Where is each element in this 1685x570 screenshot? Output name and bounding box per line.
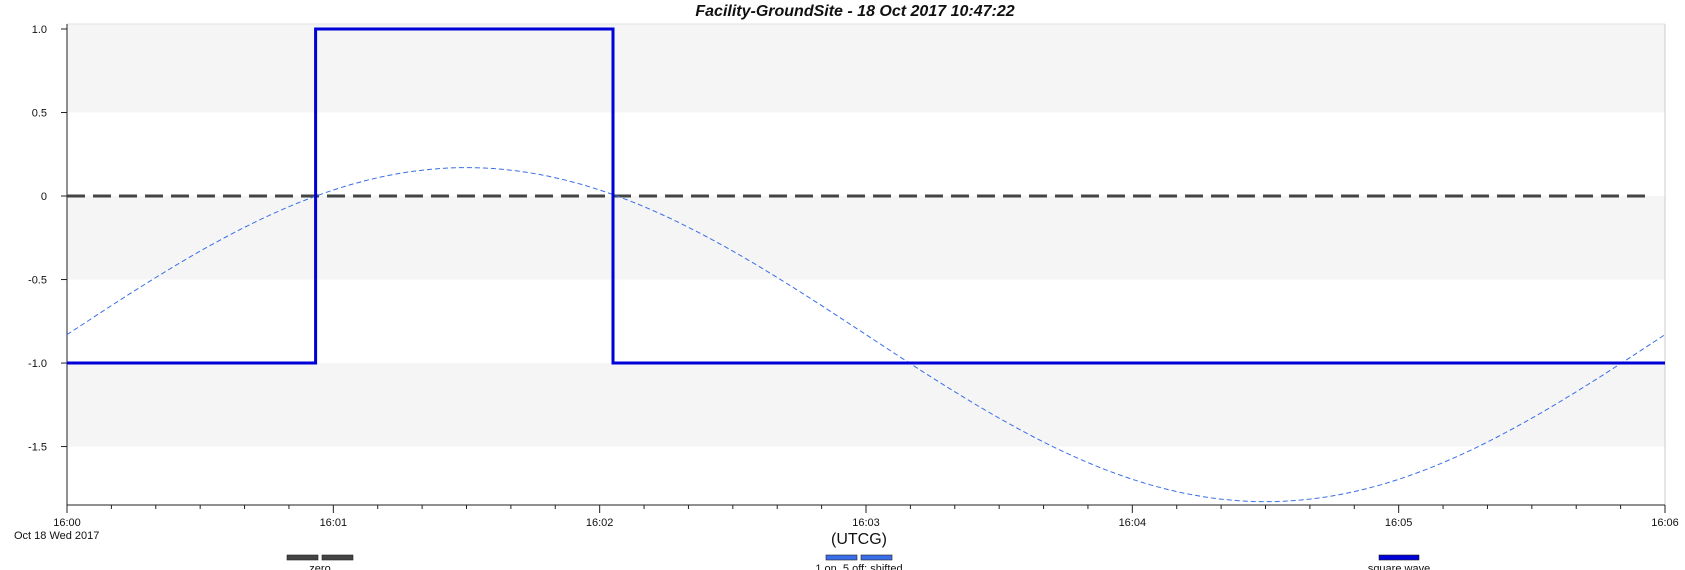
legend-item: square wave [1368, 554, 1430, 570]
x-tick-label: 16:05 [1385, 517, 1413, 529]
series-layer [66, 27, 1666, 503]
x-tick-label: 16:03 [852, 517, 880, 529]
x-tick-label: 16:06 [1651, 517, 1679, 529]
y-tick-label: 1.0 [32, 24, 47, 36]
chart-title: Facility-GroundSite - 18 Oct 2017 10:47:… [695, 3, 1014, 20]
x-tick-label: 16:04 [1119, 517, 1147, 529]
y-tick-label: -1.0 [28, 358, 47, 370]
legend-label: 1 on, 5 off; shifted [815, 563, 902, 570]
legend-swatch [321, 554, 354, 561]
x-tick-label: 16:00 [53, 517, 81, 529]
y-tick-label: -0.5 [28, 275, 47, 287]
background-band [67, 196, 1665, 280]
legend-swatch [860, 554, 893, 561]
legend-swatch [1378, 554, 1420, 561]
y-tick-label: 0.5 [32, 108, 47, 120]
series-line-square-wave [67, 27, 1665, 365]
x-ticks: 16:00 16:01 16:02 16:03 16:04 16:05 16:06 [53, 505, 1679, 529]
legend: zero 1 on, 5 off; shifted square wave [286, 554, 1430, 570]
y-tick-label: 0 [41, 191, 47, 203]
x-tick-label: 16:02 [586, 517, 614, 529]
legend-label: zero [309, 563, 330, 570]
x-tick-label: 16:01 [320, 517, 348, 529]
legend-item: 1 on, 5 off; shifted [815, 554, 903, 570]
legend-item: zero [286, 554, 354, 570]
legend-label: square wave [1368, 563, 1430, 570]
background-band [67, 24, 1665, 113]
y-tick-label: -1.5 [28, 442, 47, 454]
y-ticks: 1.0 0.5 0 -0.5 -1.0 -1.5 [28, 24, 67, 454]
background-band [67, 363, 1665, 447]
x-axis-title: (UTCG) [831, 531, 887, 548]
background-bands [67, 23, 1666, 505]
legend-swatch [286, 554, 319, 561]
legend-swatch [825, 554, 858, 561]
x-date-label: Oct 18 Wed 2017 [14, 530, 99, 542]
